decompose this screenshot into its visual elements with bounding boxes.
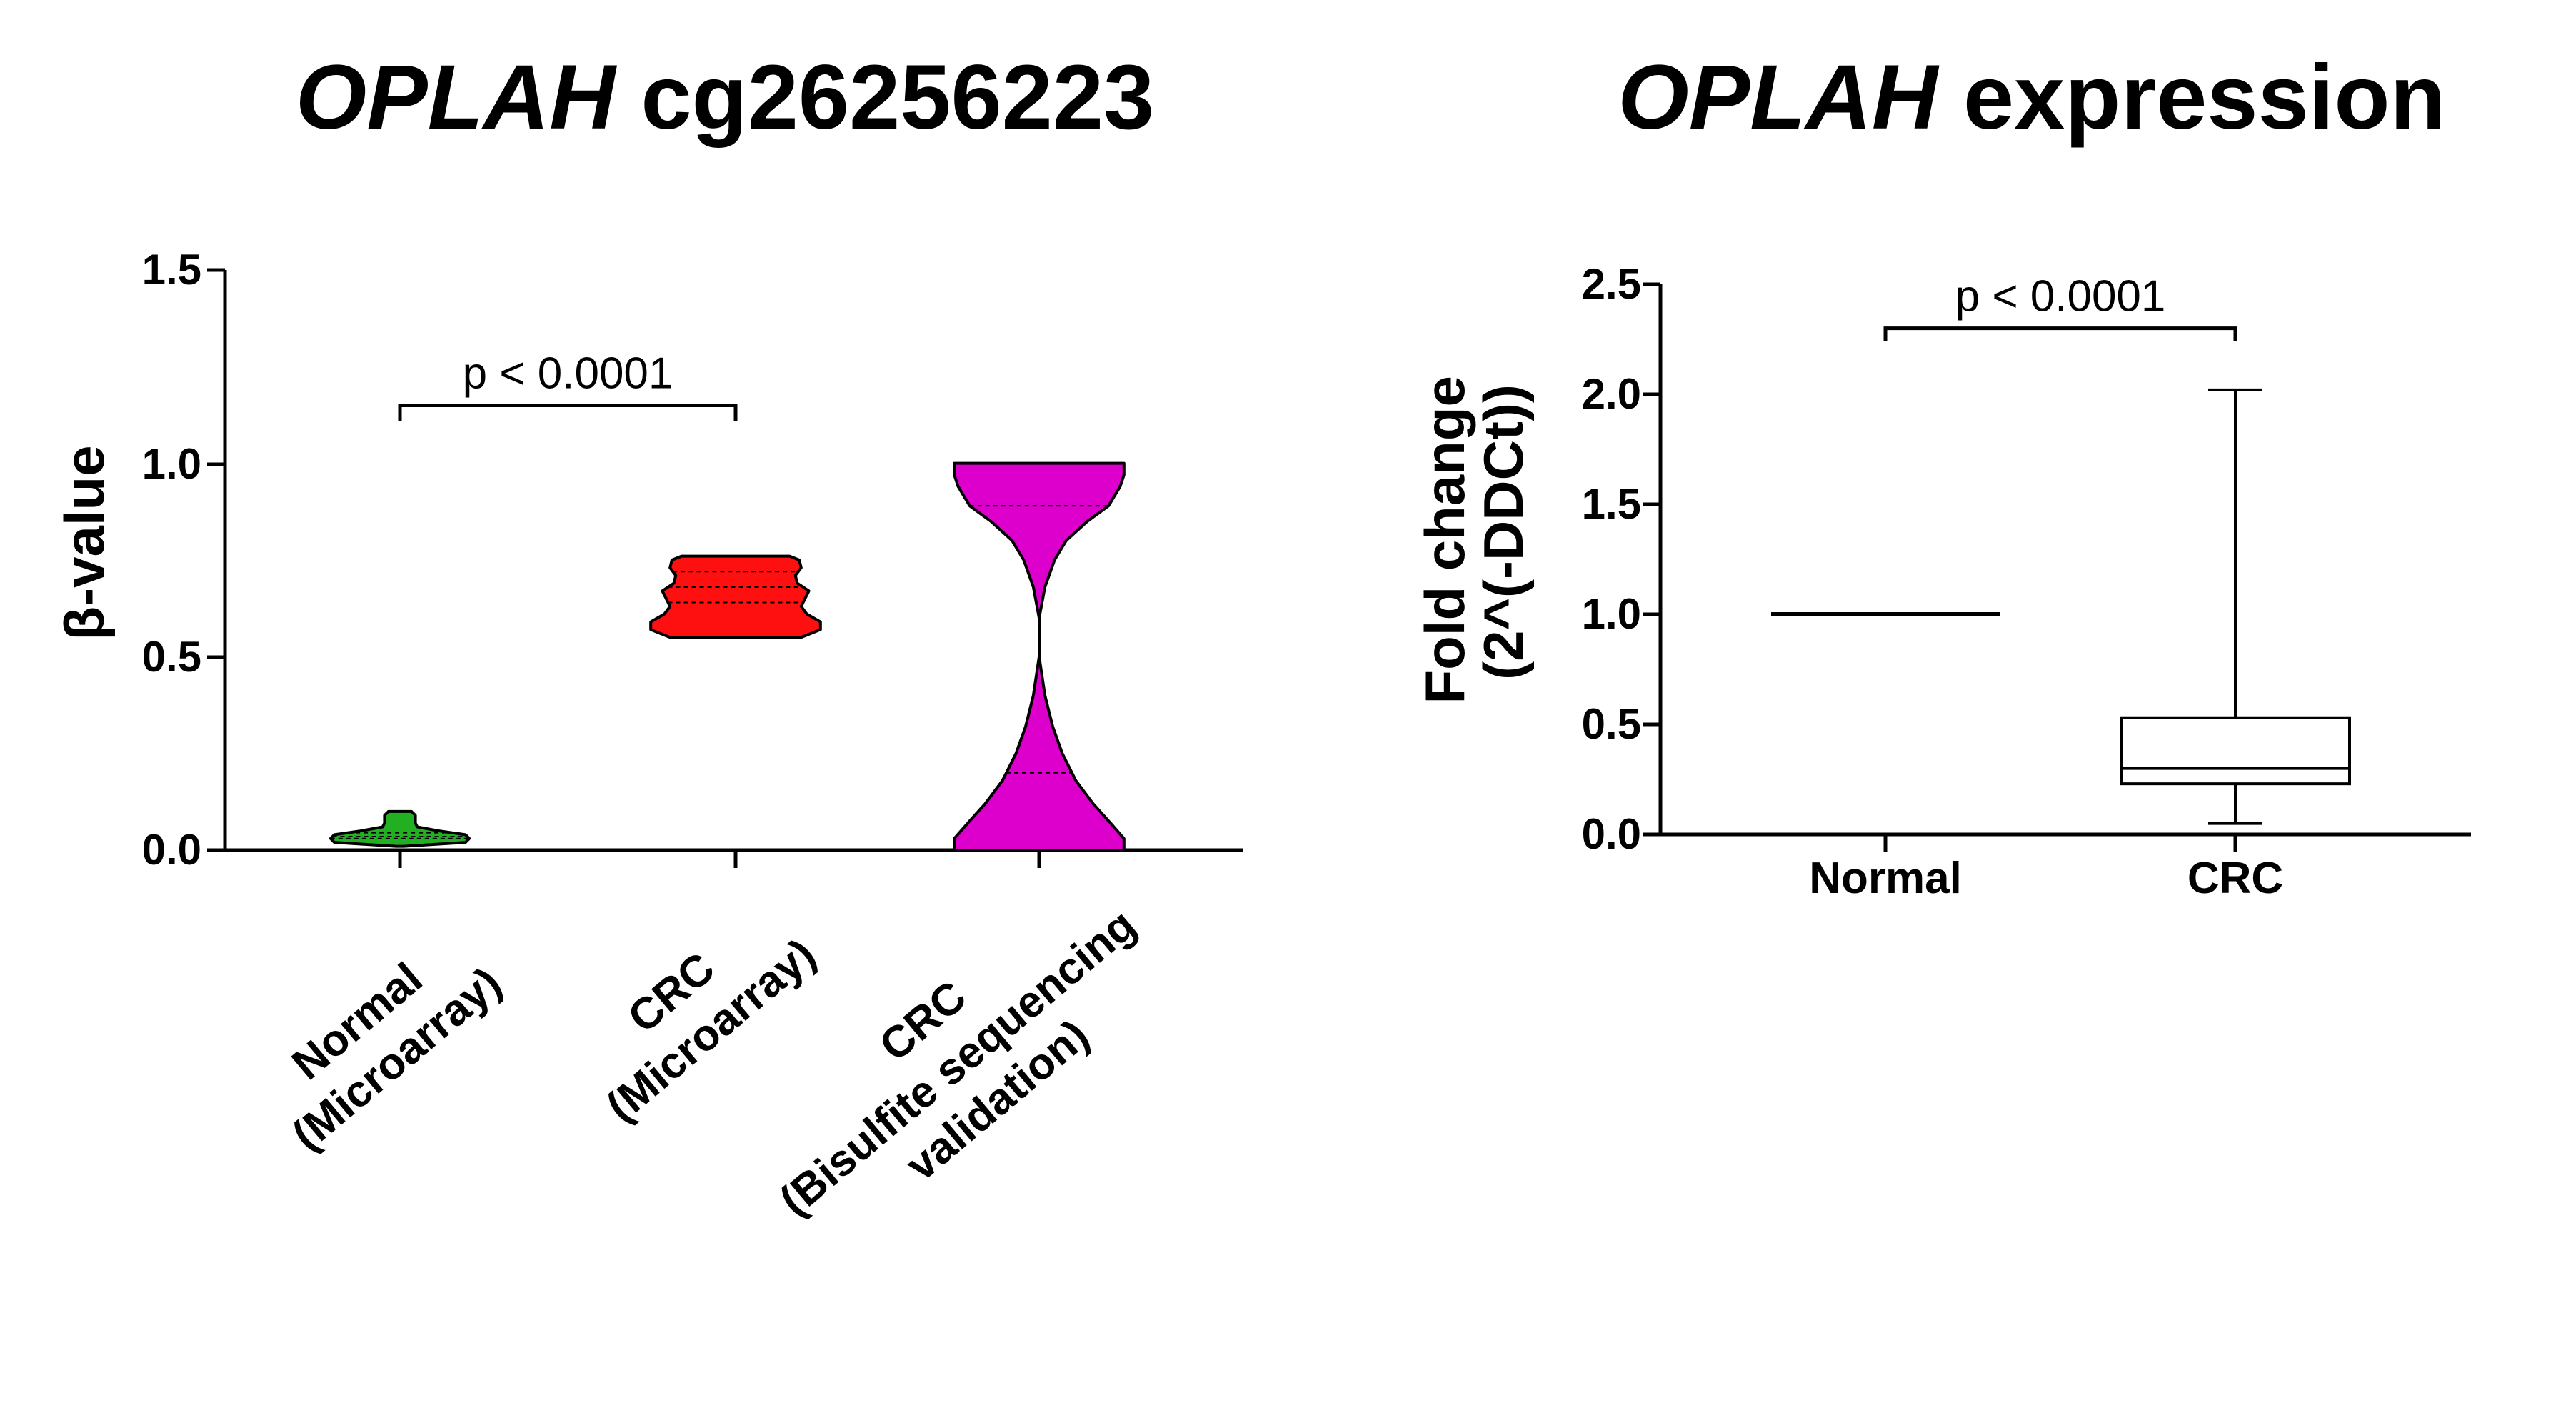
violin-y-tick-label: 0.0 (142, 826, 201, 874)
box-y-tick-label: 2.0 (1582, 370, 1641, 418)
box-y-axis-label-line: Fold change (1413, 376, 1476, 704)
violin-shape (953, 461, 1126, 852)
box-comparison-bracket: p < 0.0001 (1883, 272, 2237, 341)
violin-category-line: (Bisulfite sequencing (771, 900, 1146, 1226)
violin-title-italic: OPLAH (296, 46, 618, 149)
violin-p-value: p < 0.0001 (463, 349, 673, 398)
violin-title-rest: cg26256223 (616, 46, 1154, 149)
box-y-axis-label: Fold change (2^(-DDCt)) (1413, 360, 1535, 704)
box-p-value: p < 0.0001 (1955, 272, 2166, 321)
box-title: OPLAH expression (1618, 46, 2445, 149)
violin-comparison-bracket: p < 0.0001 (398, 349, 738, 421)
box-panel: OPLAH expression Fold change (2^(-DDCt))… (1413, 46, 2471, 903)
box-y-tick-label: 2.5 (1582, 260, 1641, 308)
box-title-italic: OPLAH (1618, 46, 1940, 149)
box-iqr-rect (2120, 716, 2351, 786)
box-y-tick-label: 0.0 (1582, 810, 1641, 858)
violin-shape (649, 554, 822, 639)
box-y-tick-label: 1.5 (1582, 480, 1641, 528)
violin-x-axis (225, 848, 1243, 868)
violin-y-tick-label: 1.5 (142, 246, 201, 294)
violin-category-line: (Microarray) (597, 929, 825, 1132)
box-bracket-line (1883, 326, 2237, 341)
box-category-label: Normal (1809, 854, 1962, 903)
violin-panel: OPLAH cg26256223 β-value 0.0 0.5 1.0 1.5… (53, 46, 1243, 1267)
violin-y-axis: 0.0 0.5 1.0 1.5 (142, 246, 227, 874)
violin-shapes (329, 461, 1126, 852)
box-x-axis: Normal CRC (1660, 832, 2471, 903)
box-title-rest: expression (1938, 46, 2445, 149)
violin-y-axis-label: β-value (53, 445, 116, 640)
violin-category-labels: Normal (Microarray) CRC (Microarray) CRC… (248, 851, 1190, 1267)
box-shapes (1771, 388, 2351, 825)
box-y-axis: 0.0 0.5 1.0 1.5 2.0 2.5 (1582, 260, 1663, 858)
box-y-tick-label: 1.0 (1582, 590, 1641, 638)
violin-y-tick-label: 1.0 (142, 440, 201, 488)
box-y-tick-label: 0.5 (1582, 700, 1641, 748)
violin-shape (329, 809, 471, 848)
box-y-axis-label-line: (2^(-DDCt)) (1472, 384, 1535, 680)
violin-category-label: CRC (Bisulfite sequencing validation) (736, 851, 1190, 1267)
violin-category-label: Normal (Microarray) (248, 917, 511, 1160)
violin-category-label: CRC (Microarray) (562, 888, 825, 1132)
violin-bracket-line (398, 403, 738, 421)
box-category-label: CRC (2187, 854, 2283, 903)
violin-y-tick-label: 0.5 (142, 633, 201, 681)
violin-title: OPLAH cg26256223 (296, 46, 1154, 149)
